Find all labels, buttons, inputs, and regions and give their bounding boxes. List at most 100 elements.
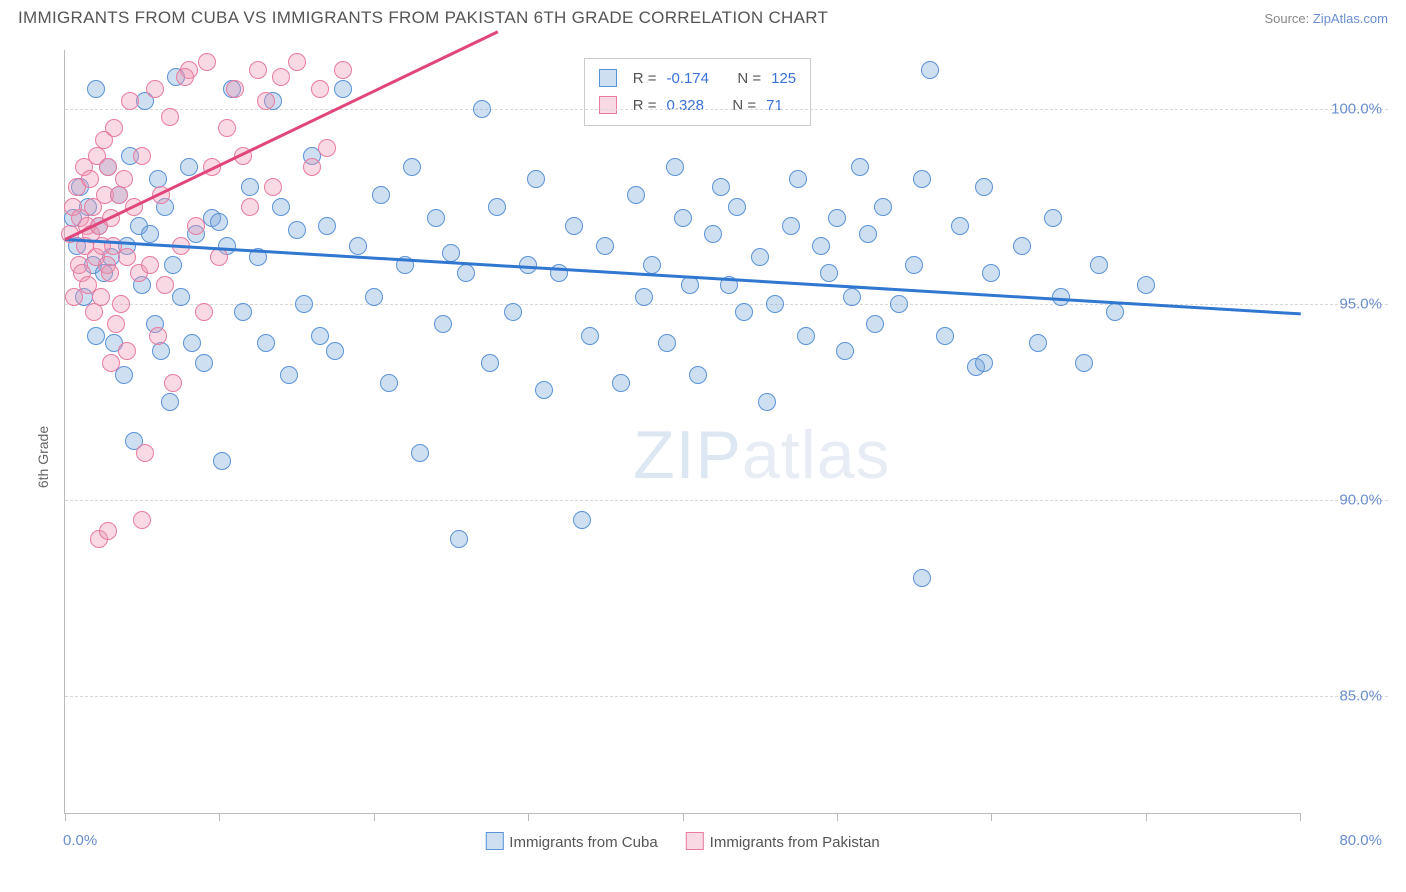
gridline: [65, 696, 1388, 697]
legend-stats-r-label: R =: [633, 65, 657, 92]
marker-cuba: [1052, 288, 1070, 306]
chart-header: IMMIGRANTS FROM CUBA VS IMMIGRANTS FROM …: [0, 0, 1406, 32]
marker-pakistan: [303, 158, 321, 176]
marker-cuba: [1137, 276, 1155, 294]
marker-pakistan: [99, 158, 117, 176]
marker-pakistan: [272, 68, 290, 86]
marker-cuba: [874, 198, 892, 216]
legend-stats-row-cuba: R = -0.174 N = 125: [599, 65, 796, 92]
marker-cuba: [820, 264, 838, 282]
x-tick: [1300, 813, 1301, 821]
source-link[interactable]: ZipAtlas.com: [1313, 11, 1388, 26]
marker-cuba: [843, 288, 861, 306]
marker-pakistan: [99, 522, 117, 540]
marker-cuba: [434, 315, 452, 333]
y-tick-label: 90.0%: [1339, 491, 1382, 508]
marker-pakistan: [118, 248, 136, 266]
marker-pakistan: [241, 198, 259, 216]
marker-pakistan: [102, 354, 120, 372]
marker-cuba: [257, 334, 275, 352]
plot-area: ZIPatlas 0.0% 80.0% Immigrants from Cuba…: [64, 50, 1300, 814]
marker-cuba: [573, 511, 591, 529]
source-prefix: Source:: [1264, 11, 1312, 26]
marker-cuba: [280, 366, 298, 384]
marker-pakistan: [118, 342, 136, 360]
legend-stats-swatch-cuba: [599, 69, 617, 87]
marker-cuba: [851, 158, 869, 176]
marker-cuba: [210, 213, 228, 231]
marker-cuba: [372, 186, 390, 204]
marker-cuba: [442, 244, 460, 262]
marker-pakistan: [110, 186, 128, 204]
marker-cuba: [921, 61, 939, 79]
marker-cuba: [1029, 334, 1047, 352]
marker-pakistan: [112, 295, 130, 313]
marker-pakistan: [176, 68, 194, 86]
marker-cuba: [1090, 256, 1108, 274]
marker-cuba: [712, 178, 730, 196]
marker-pakistan: [133, 511, 151, 529]
marker-cuba: [195, 354, 213, 372]
legend-swatch-cuba: [485, 832, 503, 850]
legend-stats-n-label: N =: [732, 92, 756, 119]
marker-cuba: [288, 221, 306, 239]
marker-pakistan: [85, 303, 103, 321]
y-tick-label: 95.0%: [1339, 296, 1382, 313]
marker-cuba: [728, 198, 746, 216]
marker-cuba: [975, 178, 993, 196]
marker-cuba: [234, 303, 252, 321]
marker-cuba: [751, 248, 769, 266]
marker-cuba: [450, 530, 468, 548]
x-tick: [65, 813, 66, 821]
x-tick: [374, 813, 375, 821]
marker-cuba: [782, 217, 800, 235]
marker-pakistan: [101, 264, 119, 282]
marker-pakistan: [141, 256, 159, 274]
marker-cuba: [481, 354, 499, 372]
legend-label-cuba: Immigrants from Cuba: [509, 834, 657, 851]
legend-stats-r-label: R =: [633, 92, 657, 119]
marker-cuba: [951, 217, 969, 235]
marker-cuba: [1013, 237, 1031, 255]
marker-cuba: [975, 354, 993, 372]
marker-pakistan: [156, 276, 174, 294]
marker-cuba: [152, 342, 170, 360]
marker-cuba: [982, 264, 1000, 282]
marker-pakistan: [264, 178, 282, 196]
marker-pakistan: [257, 92, 275, 110]
marker-cuba: [704, 225, 722, 243]
marker-cuba: [674, 209, 692, 227]
marker-cuba: [1075, 354, 1093, 372]
x-tick: [991, 813, 992, 821]
legend-stats-n-label: N =: [737, 65, 761, 92]
x-tick: [1146, 813, 1147, 821]
marker-cuba: [812, 237, 830, 255]
x-tick: [683, 813, 684, 821]
marker-pakistan: [149, 327, 167, 345]
marker-cuba: [504, 303, 522, 321]
legend-item-pakistan: Immigrants from Pakistan: [686, 832, 880, 851]
marker-cuba: [380, 374, 398, 392]
marker-cuba: [758, 393, 776, 411]
legend-stats-n-cuba: 125: [771, 65, 796, 92]
marker-cuba: [527, 170, 545, 188]
y-axis-label: 6th Grade: [35, 426, 51, 488]
marker-pakistan: [81, 170, 99, 188]
marker-cuba: [311, 327, 329, 345]
marker-cuba: [658, 334, 676, 352]
marker-cuba: [866, 315, 884, 333]
marker-cuba: [473, 100, 491, 118]
marker-pakistan: [198, 53, 216, 71]
y-tick-label: 100.0%: [1331, 100, 1382, 117]
marker-pakistan: [161, 108, 179, 126]
marker-cuba: [797, 327, 815, 345]
marker-cuba: [735, 303, 753, 321]
gridline: [65, 500, 1388, 501]
marker-pakistan: [136, 444, 154, 462]
marker-cuba: [1106, 303, 1124, 321]
marker-cuba: [272, 198, 290, 216]
y-tick-label: 85.0%: [1339, 687, 1382, 704]
marker-pakistan: [105, 119, 123, 137]
marker-cuba: [535, 381, 553, 399]
x-tick: [837, 813, 838, 821]
